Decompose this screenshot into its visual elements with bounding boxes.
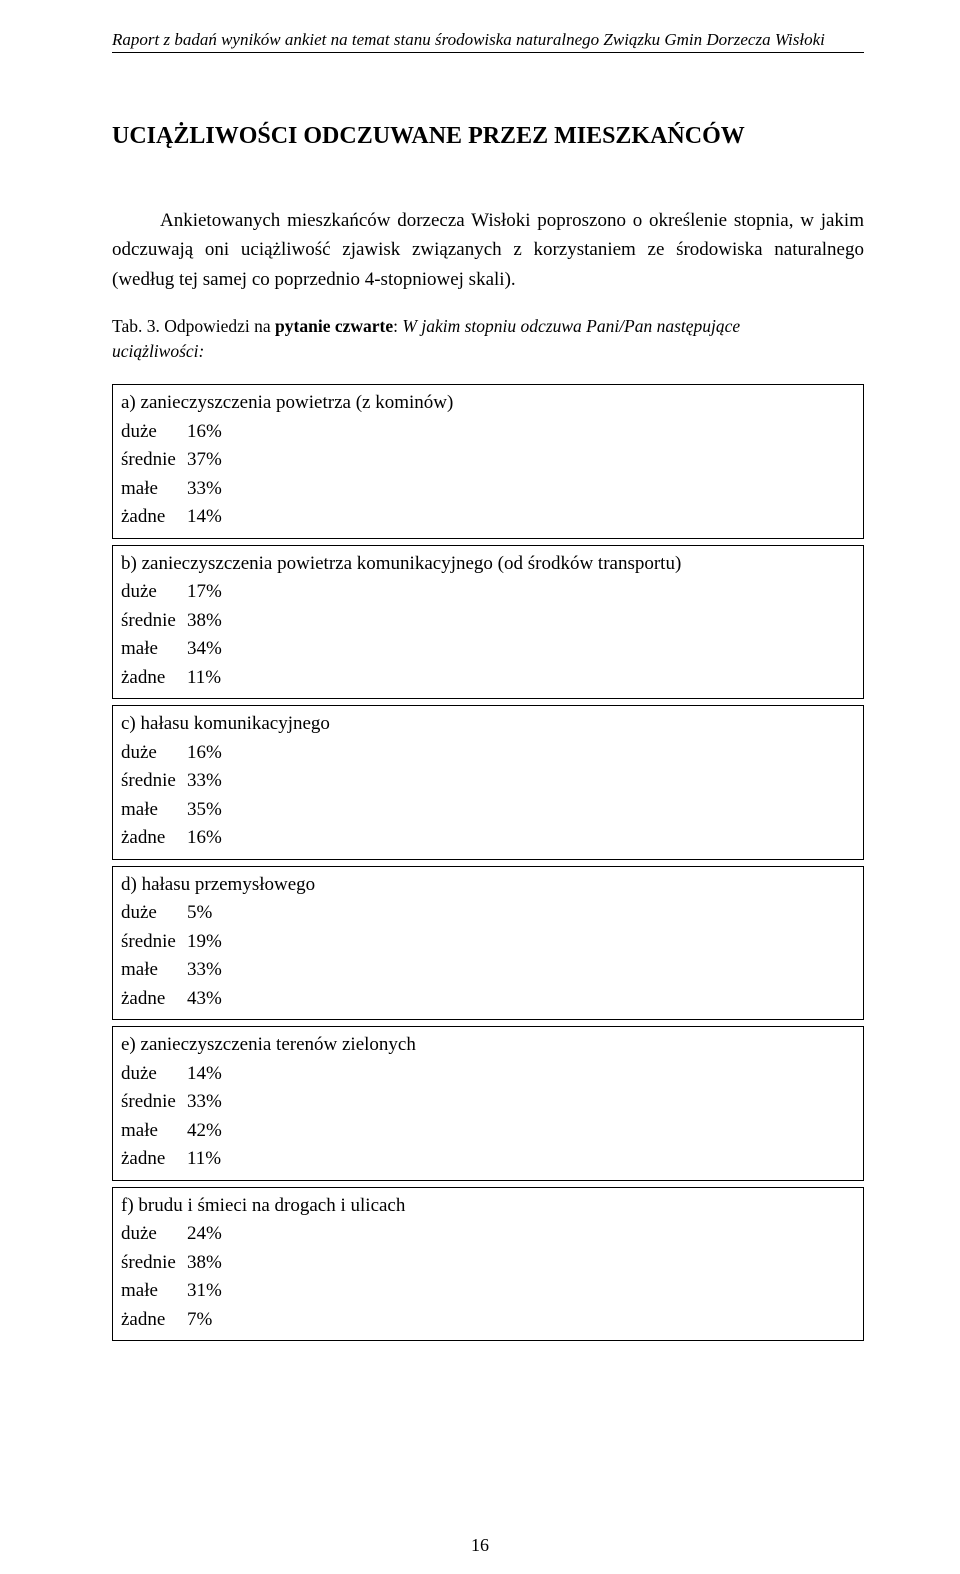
answer-label: żadne <box>121 1145 187 1174</box>
answer-row-srednie: średnie33% <box>121 1088 855 1117</box>
answer-label: żadne <box>121 503 187 532</box>
caption-prefix: Tab. 3. Odpowiedzi na <box>112 316 275 336</box>
answer-label: średnie <box>121 446 187 475</box>
box-title: d) hałasu przemysłowego <box>121 871 855 900</box>
answer-label: żadne <box>121 985 187 1014</box>
section-title: UCIĄŻLIWOŚCI ODCZUWANE PRZEZ MIESZKAŃCÓW <box>112 123 864 150</box>
answer-row-duze: duże16% <box>121 739 855 768</box>
answer-label: małe <box>121 475 187 504</box>
answer-value: 14% <box>187 1060 222 1089</box>
answer-value: 5% <box>187 899 212 928</box>
answer-row-duze: duże17% <box>121 578 855 607</box>
answer-box: b) zanieczyszczenia powietrza komunikacy… <box>112 545 864 700</box>
answer-row-zadne: żadne7% <box>121 1306 855 1335</box>
box-title: c) hałasu komunikacyjnego <box>121 710 855 739</box>
answer-value: 11% <box>187 664 221 693</box>
answer-box: c) hałasu komunikacyjnegoduże16%średnie3… <box>112 705 864 860</box>
answer-value: 37% <box>187 446 222 475</box>
answer-value: 33% <box>187 1088 222 1117</box>
answer-label: średnie <box>121 767 187 796</box>
answer-label: małe <box>121 1277 187 1306</box>
answer-row-duze: duże5% <box>121 899 855 928</box>
box-title: a) zanieczyszczenia powietrza (z kominów… <box>121 389 855 418</box>
answer-value: 33% <box>187 475 222 504</box>
answer-label: małe <box>121 635 187 664</box>
caption-after: : <box>393 316 402 336</box>
box-title: e) zanieczyszczenia terenów zielonych <box>121 1031 855 1060</box>
answer-value: 33% <box>187 956 222 985</box>
caption-italic: W jakim stopniu odczuwa Pani/Pan następu… <box>402 316 740 336</box>
answer-label: małe <box>121 956 187 985</box>
intro-paragraph: Ankietowanych mieszkańców dorzecza Wisło… <box>112 206 864 294</box>
answer-value: 34% <box>187 635 222 664</box>
answer-row-srednie: średnie19% <box>121 928 855 957</box>
answer-row-srednie: średnie38% <box>121 607 855 636</box>
answer-row-duze: duże16% <box>121 418 855 447</box>
answer-row-zadne: żadne16% <box>121 824 855 853</box>
answer-label: średnie <box>121 607 187 636</box>
answer-label: duże <box>121 418 187 447</box>
answer-row-srednie: średnie37% <box>121 446 855 475</box>
answer-row-srednie: średnie38% <box>121 1249 855 1278</box>
answer-label: duże <box>121 739 187 768</box>
answer-row-male: małe42% <box>121 1117 855 1146</box>
answer-value: 11% <box>187 1145 221 1174</box>
answer-box: e) zanieczyszczenia terenów zielonychduż… <box>112 1026 864 1181</box>
answer-box: a) zanieczyszczenia powietrza (z kominów… <box>112 384 864 539</box>
answer-label: średnie <box>121 1088 187 1117</box>
answer-value: 7% <box>187 1306 212 1335</box>
running-header: Raport z badań wyników ankiet na temat s… <box>112 30 864 53</box>
answer-row-male: małe31% <box>121 1277 855 1306</box>
answer-label: małe <box>121 1117 187 1146</box>
box-title: f) brudu i śmieci na drogach i ulicach <box>121 1192 855 1221</box>
answer-row-duze: duże14% <box>121 1060 855 1089</box>
answer-value: 19% <box>187 928 222 957</box>
answer-row-srednie: średnie33% <box>121 767 855 796</box>
answer-label: średnie <box>121 928 187 957</box>
answer-label: małe <box>121 796 187 825</box>
answer-label: duże <box>121 578 187 607</box>
answer-label: żadne <box>121 664 187 693</box>
answer-row-male: małe34% <box>121 635 855 664</box>
answer-value: 14% <box>187 503 222 532</box>
answer-row-zadne: żadne14% <box>121 503 855 532</box>
answer-label: średnie <box>121 1249 187 1278</box>
caption-bold: pytanie czwarte <box>275 316 393 336</box>
answer-value: 38% <box>187 607 222 636</box>
answer-value: 33% <box>187 767 222 796</box>
answer-row-zadne: żadne11% <box>121 1145 855 1174</box>
answer-value: 35% <box>187 796 222 825</box>
answer-label: duże <box>121 1220 187 1249</box>
answer-row-duze: duże24% <box>121 1220 855 1249</box>
answer-value: 42% <box>187 1117 222 1146</box>
answer-value: 24% <box>187 1220 222 1249</box>
answer-value: 17% <box>187 578 222 607</box>
box-title: b) zanieczyszczenia powietrza komunikacy… <box>121 550 855 579</box>
answer-value: 16% <box>187 418 222 447</box>
answer-label: duże <box>121 899 187 928</box>
answer-row-zadne: żadne11% <box>121 664 855 693</box>
answer-label: żadne <box>121 1306 187 1335</box>
answer-row-zadne: żadne43% <box>121 985 855 1014</box>
answer-boxes-container: a) zanieczyszczenia powietrza (z kominów… <box>112 384 864 1341</box>
answer-label: żadne <box>121 824 187 853</box>
document-page: Raport z badań wyników ankiet na temat s… <box>0 0 960 1574</box>
answer-row-male: małe33% <box>121 475 855 504</box>
answer-value: 16% <box>187 824 222 853</box>
answer-value: 16% <box>187 739 222 768</box>
answer-value: 38% <box>187 1249 222 1278</box>
answer-label: duże <box>121 1060 187 1089</box>
answer-value: 31% <box>187 1277 222 1306</box>
answer-row-male: małe35% <box>121 796 855 825</box>
answer-value: 43% <box>187 985 222 1014</box>
page-number: 16 <box>0 1535 960 1556</box>
answer-box: f) brudu i śmieci na drogach i ulicachdu… <box>112 1187 864 1342</box>
table-caption-line2: uciążliwości: <box>112 341 864 362</box>
table-caption: Tab. 3. Odpowiedzi na pytanie czwarte: W… <box>112 316 864 337</box>
answer-box: d) hałasu przemysłowegoduże5%średnie19%m… <box>112 866 864 1021</box>
answer-row-male: małe33% <box>121 956 855 985</box>
